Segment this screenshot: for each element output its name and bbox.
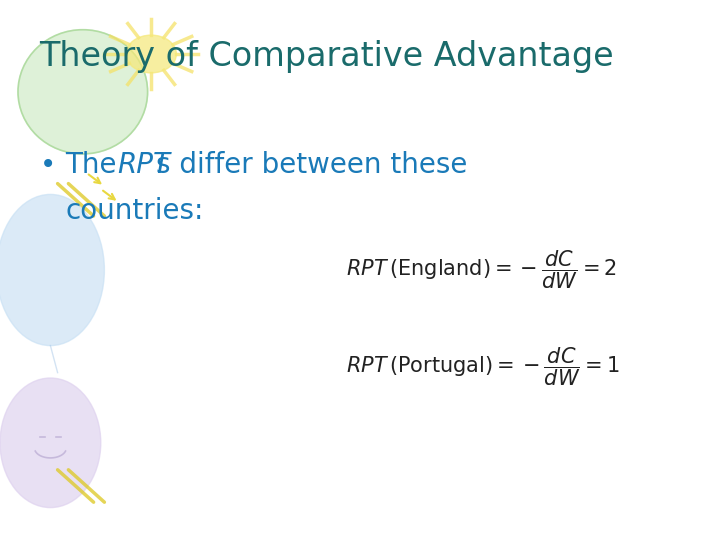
Circle shape (126, 35, 176, 73)
Text: countries:: countries: (66, 197, 204, 225)
Text: •: • (40, 151, 56, 179)
Ellipse shape (0, 194, 104, 346)
Text: The: The (66, 151, 126, 179)
Text: s differ between these: s differ between these (156, 151, 467, 179)
Ellipse shape (18, 30, 148, 154)
Text: RPT: RPT (117, 151, 171, 179)
Text: $\mathit{RPT}\,\mathrm{(England)} = -\dfrac{dC}{dW} = 2$: $\mathit{RPT}\,\mathrm{(England)} = -\df… (346, 249, 616, 291)
Text: $\mathit{RPT}\,\mathrm{(Portugal)} = -\dfrac{dC}{dW} = 1$: $\mathit{RPT}\,\mathrm{(Portugal)} = -\d… (346, 346, 619, 388)
Ellipse shape (0, 378, 101, 508)
Text: Theory of Comparative Advantage: Theory of Comparative Advantage (40, 40, 614, 73)
